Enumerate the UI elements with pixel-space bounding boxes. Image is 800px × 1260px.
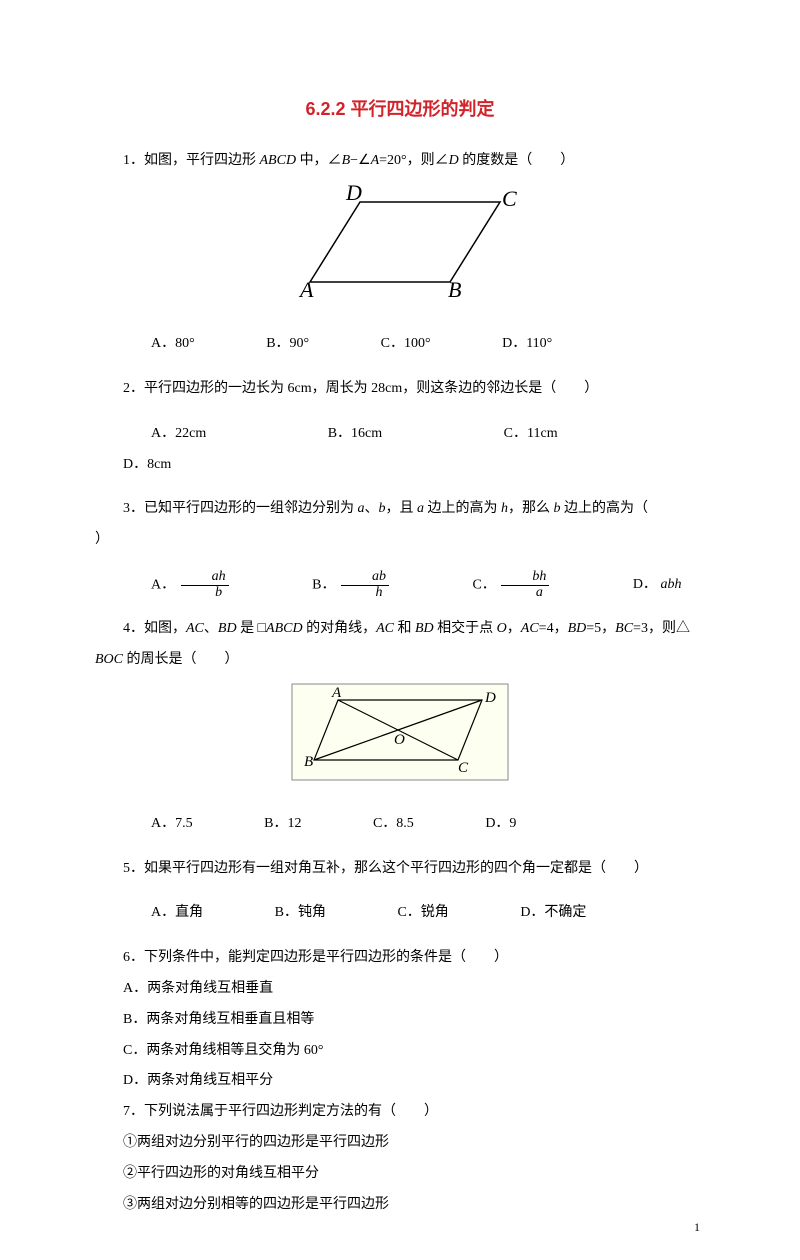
q7-s1: ①两组对边分别平行的四边形是平行四边形	[95, 1128, 705, 1159]
q3-optD-val: abh	[660, 577, 681, 592]
q7-s3: ③两组对边分别相等的四边形是平行四边形	[95, 1190, 705, 1221]
q7-text: 7．下列说法属于平行四边形判定方法的有（ ）	[95, 1097, 705, 1128]
svg-text:C: C	[458, 760, 469, 776]
q3-optD-label: D．	[633, 577, 657, 592]
q5-optD: D．不确定	[492, 898, 586, 929]
q6-optD: D．两条对角线互相平分	[95, 1066, 705, 1097]
q7-s2: ②平行四边形的对角线互相平分	[95, 1159, 705, 1190]
svg-text:B: B	[448, 277, 461, 302]
q3-fracC: bha	[501, 570, 549, 600]
q4-optD: D．9	[457, 809, 516, 840]
svg-text:O: O	[394, 732, 405, 748]
q3-optA-label: A．	[151, 577, 175, 592]
svg-text:A: A	[331, 685, 342, 701]
q4-optC: C．8.5	[345, 809, 414, 840]
q1-options: A．80° B．90° C．100° D．110°	[95, 329, 705, 360]
q3-fracB: abh	[341, 570, 389, 600]
q1-optB: B．90°	[238, 329, 309, 360]
q4-optB: B．12	[236, 809, 301, 840]
q2-optA: A．22cm	[123, 419, 206, 450]
q5-optB: B．钝角	[247, 898, 326, 929]
page-number: 1	[694, 1214, 700, 1240]
q6-optB: B．两条对角线互相垂直且相等	[95, 1005, 705, 1036]
q5-optA: A．直角	[123, 898, 203, 929]
q5-options: A．直角 B．钝角 C．锐角 D．不确定	[95, 898, 705, 929]
q1-text: 1．如图，平行四边形 ABCD 中，∠B−∠A=20°，则∠D 的度数是（ ）	[95, 146, 705, 177]
q2-optB: B．16cm	[300, 419, 382, 450]
q4-text-2: BOC 的周长是（ ）	[95, 645, 705, 676]
q2-optD: D．8cm	[95, 450, 171, 481]
q6-text: 6．下列条件中，能判定四边形是平行四边形的条件是（ ）	[95, 943, 705, 974]
q1-figure: A B C D	[95, 182, 705, 315]
q4-options: A．7.5 B．12 C．8.5 D．9	[95, 809, 705, 840]
q3-close: ）	[95, 525, 705, 556]
svg-text:D: D	[345, 182, 362, 205]
q6-optC: C．两条对角线相等且交角为 60°	[95, 1036, 705, 1067]
svg-text:A: A	[298, 277, 314, 302]
q4-figure: A D B C O	[95, 682, 705, 795]
q1-optD: D．110°	[474, 329, 552, 360]
page-title: 6.2.2 平行四边形的判定	[95, 90, 705, 130]
q2-text: 2．平行四边形的一边长为 6cm，周长为 28cm，则这条边的邻边长是（ ）	[95, 374, 705, 405]
q4-text: 4．如图，AC、BD 是 □ABCD 的对角线，AC 和 BD 相交于点 O，A…	[95, 614, 705, 645]
q3-optB-label: B．	[312, 577, 335, 592]
svg-text:B: B	[304, 754, 313, 770]
q6-optA: A．两条对角线互相垂直	[95, 974, 705, 1005]
q4-optA: A．7.5	[123, 809, 193, 840]
q5-text: 5．如果平行四边形有一组对角互补，那么这个平行四边形的四个角一定都是（ ）	[95, 854, 705, 885]
q3-text: 3．已知平行四边形的一组邻边分别为 a、b，且 a 边上的高为 h，那么 b 边…	[95, 494, 705, 525]
q1-optA: A．80°	[123, 329, 195, 360]
q5-optC: C．锐角	[369, 898, 448, 929]
q2-options: A．22cm B．16cm C．11cm D．8cm	[95, 419, 705, 481]
q3-optC-label: C．	[472, 577, 495, 592]
svg-text:D: D	[484, 690, 496, 706]
q1-optC: C．100°	[353, 329, 431, 360]
q3-options: A． ahb B． abh C． bha D． abh	[95, 570, 705, 600]
svg-text:C: C	[502, 186, 517, 211]
q2-optC: C．11cm	[476, 419, 558, 450]
q3-fracA: ahb	[181, 570, 229, 600]
